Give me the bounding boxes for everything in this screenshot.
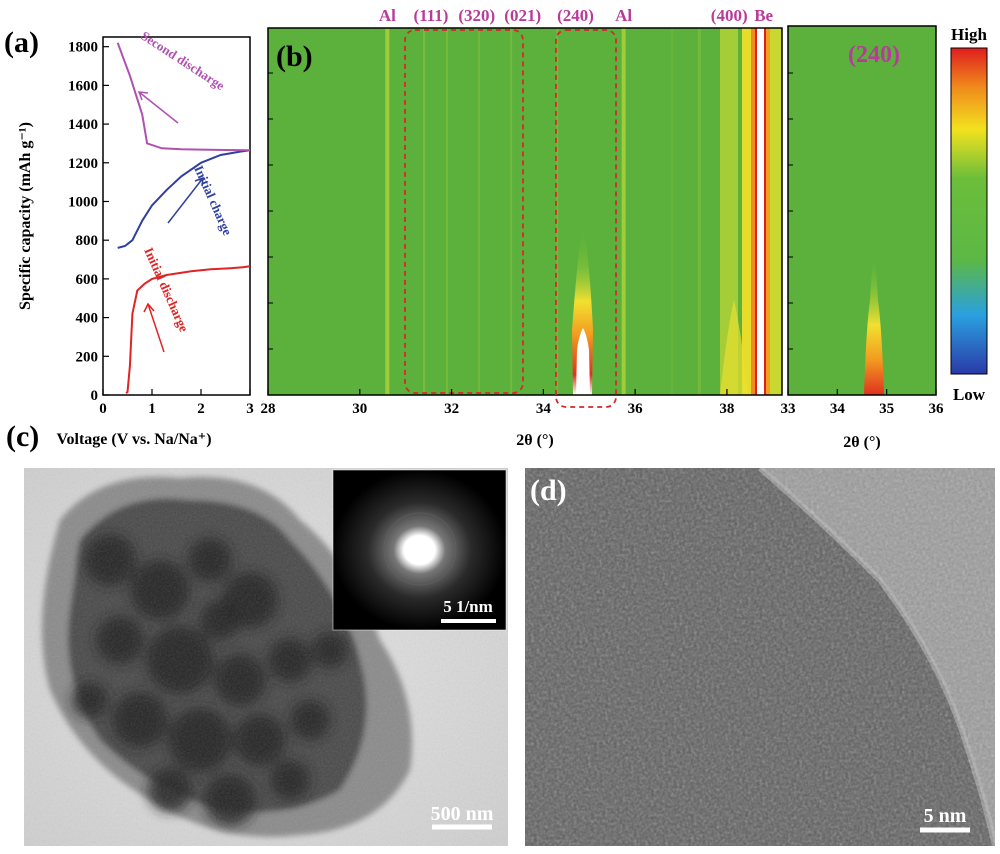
diffraction-streak [510,28,513,395]
peak-label: (400) [711,6,748,25]
arrow-initial-discharge [143,302,165,353]
series-line-second-discharge [116,42,251,152]
panel-a-xtick-label: 2 [197,401,205,417]
panel-d-label: (d) [530,474,567,507]
peak-label: (021) [504,6,541,25]
diffraction-streak [697,28,701,395]
be-peak-core [757,28,764,395]
panel-240-xtick-label: 35 [879,401,894,417]
peak-label: Be [754,6,773,25]
panel-240-xtick-label: 36 [929,401,945,417]
diffraction-streak [423,28,426,395]
panel-b-xlabel: 2θ (°) [516,432,553,449]
diffraction-streak [621,28,626,395]
panel-240-xtick-label: 34 [830,401,846,417]
panel-c-tem-image: 5 1/nm 500 nm [24,468,508,846]
panel-a-ytick-label: 1400 [68,117,98,133]
streak-38g [770,28,782,395]
panel-b-xtick-label: 28 [261,401,276,417]
panel-a-xtick-label: 1 [148,401,156,417]
panel-240-heatmap: (240) 33 34 35 36 2θ (°) [781,25,945,451]
panel-240-peak [864,255,884,395]
highlight-box-111-021 [404,29,524,394]
streak-38b [742,28,751,395]
panel-a-label: (a) [4,26,39,59]
diffraction-streak [556,28,559,395]
streak-38d [755,28,757,395]
streak-38f [766,28,770,395]
saed-ring [383,512,457,586]
highlight-box-240 [555,29,617,408]
colorbar: High Low [950,25,988,404]
panel-c-scale-label: 500 nm [431,803,494,825]
peak-240-core [576,328,590,395]
diffraction-streak [385,28,390,395]
panel-b-xtick-label: 36 [628,401,644,417]
panel-a-ytick-label: 200 [76,349,99,365]
panel-b-heatmap: 28 30 32 34 36 38 Al (111) (320) (021) (240) Al (40… [261,6,783,449]
panel-a-ytick-label: 600 [76,272,99,288]
saed-scale-label: 5 1/nm [443,597,493,616]
streak-38e [764,28,766,395]
panel-a-ytick-label: 1200 [68,156,98,172]
colorbar-gradient [950,47,988,375]
peak-label: (240) [557,6,594,25]
arrow-initial-charge [167,176,204,224]
panel-b-xtick-label: 38 [719,401,734,417]
panel-a-ytick-label: 0 [91,388,99,404]
arrow-second-discharge [137,91,179,124]
panel-a-chart: 0 200 400 600 800 1000 1200 1400 1600 1800 0 1 2 3 S… [17,28,254,448]
series-line-initial-charge [117,149,251,249]
panel-a-ytick-label: 800 [76,233,99,249]
series-line-initial-discharge [125,265,251,394]
panel-c-label: (c) [6,420,39,453]
panel-240-xlabel: 2θ (°) [843,434,880,451]
panel-d-hrtem-image: 5 nm [525,468,995,846]
diffraction-streak [445,28,448,395]
panel-b-xtick-label: 32 [444,401,459,417]
panel-b-field [268,28,782,395]
panel-240-xtick-label: 33 [781,401,796,417]
panel-a-xtick-label: 0 [99,401,107,417]
colorbar-high-label: High [951,25,987,44]
hrtem-noise [525,468,995,846]
diffraction-streak [670,28,673,395]
panel-a-ytick-label: 1800 [68,40,98,56]
saed-center-spot [410,539,430,559]
panel-a-plot-frame [102,36,251,396]
panel-a-xlabel: Voltage (V vs. Na/Na⁺) [56,431,211,448]
panel-b-label: (b) [276,40,313,73]
panel-240-field [788,26,936,395]
panel-a-ytick-label: 400 [76,311,99,327]
colorbar-low-label: Low [953,385,986,404]
panel-a-ylabel: Specific capacity (mAh g⁻¹) [17,122,34,310]
streak-400-hot [720,300,748,395]
panel-b-xtick-label: 34 [536,401,552,417]
panel-b-xtick-label: 30 [352,401,367,417]
streak-38c [751,28,755,395]
panel-a-ytick-label: 1000 [68,194,98,210]
peak-label: (111) [413,6,448,25]
panel-a-ytick-label: 1600 [68,78,98,94]
peak-label: (320) [458,6,495,25]
panel-a-xtick-label: 3 [246,401,254,417]
panel-d-scale-label: 5 nm [924,805,967,827]
diffraction-streak [478,28,481,395]
peak-label: Al [379,6,396,25]
panel-240-title: (240) [848,42,900,68]
peak-label: Al [615,6,632,25]
